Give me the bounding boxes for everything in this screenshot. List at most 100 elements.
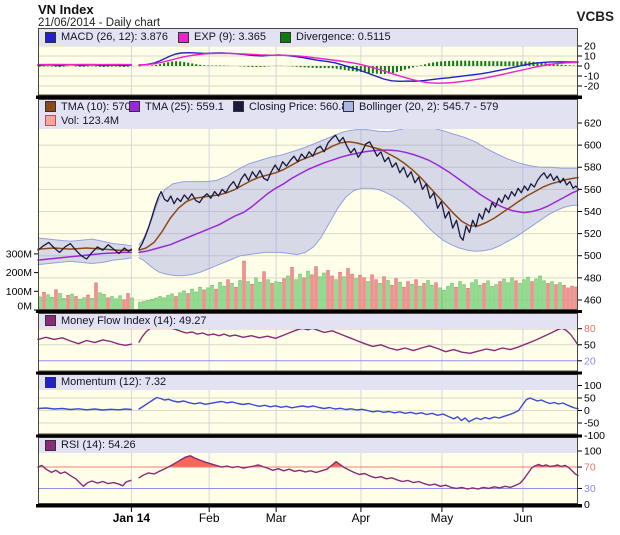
volume-bar [294,279,298,311]
volume-bar [226,279,230,311]
legend-macd: MACD (26, 12): 3.876 [45,30,168,44]
volume-bar [122,299,126,311]
closing-price-line [37,134,579,260]
divergence-histogram-bar [432,62,435,66]
divergence-histogram-bar [572,65,575,66]
legend-momentum: Momentum (12): 7.32 [45,375,166,389]
divergence-histogram-bar [255,66,258,68]
volume-bar [494,284,498,311]
divergence-histogram-bar [319,66,322,69]
volume-bar [438,287,442,311]
y-axis-label: 520 [584,228,602,240]
volume-bar [262,271,266,311]
divergence-histogram-bar [311,66,314,68]
volume-bar [342,276,346,311]
volume-bar [378,283,382,311]
volume-bar [274,281,278,311]
y-axis-label: 580 [584,162,602,174]
volume-bar [270,283,274,311]
divergence-histogram-bar [391,66,394,74]
volume-axis-label: 100M [6,286,32,298]
volume-bar [558,282,562,311]
legend-bollinger: Bollinger (20, 2): 545.7 - 579 [343,100,498,114]
volume-bar [326,270,330,311]
volume-bar [374,279,378,311]
divergence-histogram-bar [488,61,491,66]
y-axis-label: 30 [584,483,596,495]
volume-bar [550,281,554,311]
volume-bar [238,280,242,311]
divergence-histogram-bar [171,61,174,66]
divergence-histogram-bar [468,60,471,66]
divergence-histogram-bar [323,66,326,69]
volume-bar [114,298,118,311]
volume-bar [118,295,122,311]
volume-bar [230,283,234,311]
y-axis-label: -10 [584,71,599,83]
divergence-histogram-bar [500,61,503,66]
y-axis-label: 100 [584,380,602,392]
volume-bar [354,278,358,311]
volume-bar [66,295,70,311]
divergence-histogram-bar [448,60,451,66]
volume-bar [314,266,318,311]
bollinger-swatch-icon [343,101,354,112]
volume-bar [382,276,386,311]
volume-bar [182,290,186,311]
divergence-histogram-bar [122,66,125,67]
volume-bar [290,267,294,311]
divergence-histogram-bar [512,61,515,66]
divergence-histogram-bar [508,61,511,66]
volume-bar [186,293,190,311]
divergence-histogram-bar [504,61,507,66]
divergence-histogram-bar [536,62,539,66]
divergence-histogram-bar [118,66,121,67]
exp-signal-line [37,52,579,84]
y-axis-label: 620 [584,118,602,130]
volume-bar [50,297,54,311]
chart-subtitle: 21/06/2014 - Daily chart [38,17,161,29]
divergence-histogram-bar [375,66,378,74]
divergence-histogram-bar [263,66,266,67]
volume-axis-label: 200M [6,267,32,279]
divergence-histogram-bar [383,66,386,75]
divergence-histogram-bar [331,66,334,69]
x-axis-label: Apr [352,511,371,525]
legend-mfi: Money Flow Index (14): 49.27 [45,314,207,328]
legend-label: TMA (10): 570.7 [61,100,140,113]
y-axis-label: 80 [584,323,596,335]
divergence-histogram-bar [291,66,294,67]
volume-bar [454,286,458,311]
divergence-histogram-bar [343,66,346,71]
volume-bar [458,281,462,311]
volume-bar [190,288,194,311]
legend-tma25: TMA (25): 559.1 [129,100,224,114]
volume-bar [78,298,82,311]
volume-bar [246,281,250,311]
divergence-histogram-bar [315,66,318,69]
divergence-histogram-bar [367,66,370,74]
volume-bar [258,282,262,311]
divergence-histogram-bar [436,61,439,66]
volume-bar [442,289,446,311]
divergence-histogram-bar [38,66,41,67]
volume-bar [146,300,150,311]
volume-bar [162,297,166,311]
momentum-legend-strip: Momentum (12): 7.32 [39,375,577,390]
divergence-histogram-bar [295,66,298,67]
divergence-histogram-bar [307,66,310,68]
divergence-histogram-bar [387,66,390,74]
volume-bar [338,271,342,311]
y-axis-label: 480 [584,272,602,284]
divergence-histogram-bar [412,66,415,68]
brand-logo: VCBS [576,9,614,24]
divergence-histogram-bar [327,66,330,69]
volume-bar [90,298,94,311]
divergence-histogram-bar [472,60,475,66]
divergence-histogram-bar [492,61,495,66]
divergence-histogram-bar [516,61,519,66]
divergence-histogram-bar [114,66,117,67]
divergence-histogram-bar [428,63,431,66]
divergence-histogram-bar [58,66,61,68]
